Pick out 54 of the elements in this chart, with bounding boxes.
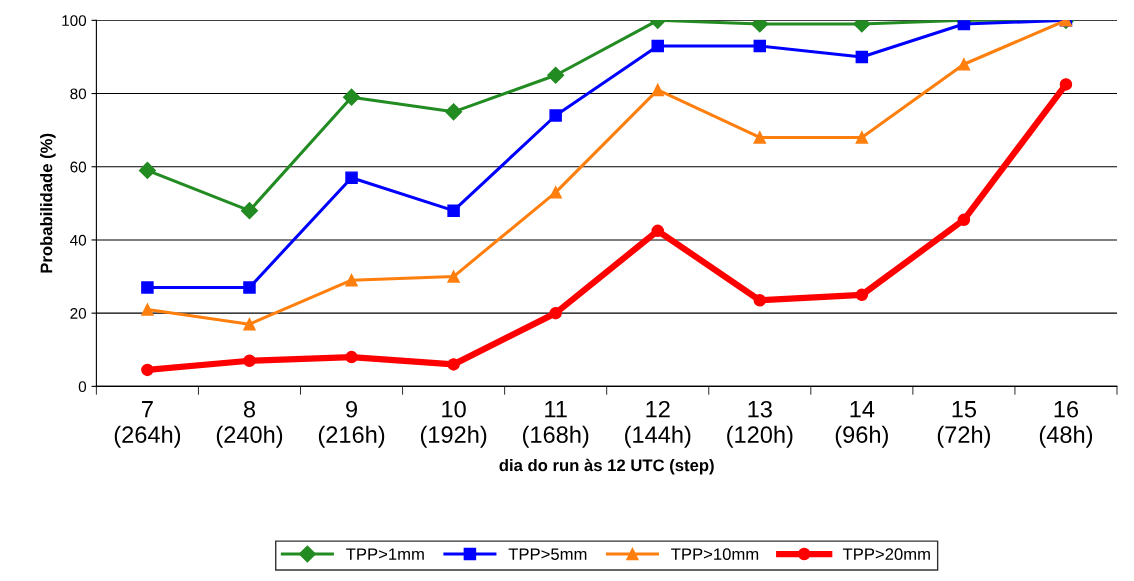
point (243, 317, 256, 331)
point (240, 202, 259, 220)
point (1059, 78, 1073, 91)
point (141, 363, 154, 377)
x-tick-label: 13 (120h) (727, 400, 793, 448)
point (651, 39, 664, 53)
x-tick-label: 10 (192h) (420, 400, 487, 448)
point (957, 213, 971, 227)
point (141, 303, 154, 316)
point (753, 131, 767, 144)
y-tick-label: 80 (70, 88, 87, 100)
point (549, 109, 562, 122)
legend-label: TPP>10mm (671, 548, 759, 561)
point (141, 281, 154, 294)
point (651, 224, 664, 238)
point (447, 204, 460, 217)
y-tick-label: 60 (70, 161, 87, 173)
x-tick-label: 9 (216h) (318, 400, 385, 448)
legend-label: TPP>1mm (346, 548, 424, 560)
y-tick-label: 0 (78, 381, 87, 393)
x-tick-label: 8 (240h) (216, 400, 283, 448)
point (547, 66, 565, 84)
point (549, 306, 562, 320)
point (342, 88, 361, 106)
point (138, 161, 156, 179)
x-tick-label: 7 (264h) (114, 401, 181, 448)
y-tick-label: 40 (70, 234, 87, 246)
point (651, 83, 664, 97)
point (957, 58, 971, 71)
y-axis-title: Probabilidade (%) (40, 133, 56, 273)
x-tick-label: 15 (72h) (937, 401, 990, 448)
point (243, 281, 256, 294)
x-axis-title: dia do run às 12 UTC (step) (499, 458, 714, 475)
point (243, 354, 256, 367)
x-tick-label: 12 (144h) (625, 400, 691, 448)
point (855, 288, 869, 302)
point (753, 39, 767, 53)
y-tick-label: 100 (62, 15, 87, 27)
point (447, 270, 460, 283)
x-tick-label: 11 (168h) (523, 401, 589, 448)
x-tick-label: 14 (96h) (835, 401, 888, 448)
y-tick-label: 20 (70, 308, 87, 319)
legend-label: TPP>5mm (508, 548, 587, 561)
point (345, 171, 358, 184)
point (855, 50, 869, 64)
x-tick-label: 16 (48h) (1039, 400, 1093, 448)
point (345, 350, 358, 364)
point (549, 186, 562, 199)
point (445, 103, 463, 121)
point (345, 273, 358, 287)
point (855, 131, 869, 144)
point (447, 358, 460, 371)
point (753, 294, 767, 307)
legend-label: TPP>20mm (842, 548, 930, 561)
